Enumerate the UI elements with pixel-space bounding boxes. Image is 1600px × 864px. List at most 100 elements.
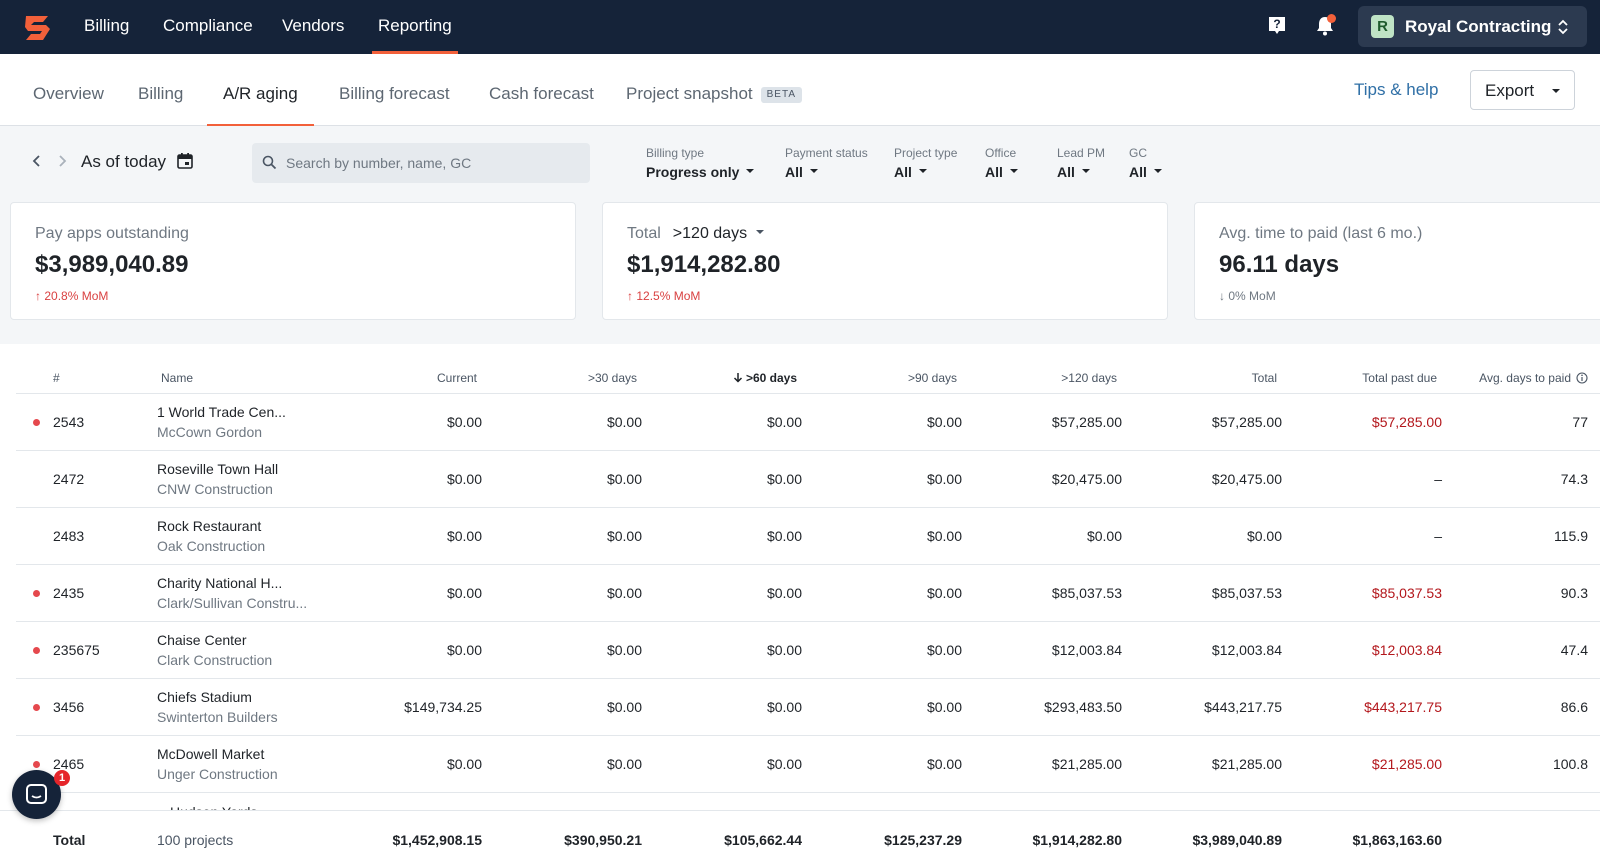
chat-launcher[interactable] [12,770,61,819]
cell-total: $21,285.00 [1211,756,1282,772]
table-row[interactable]: 2483 Rock Restaurant Oak Construction $0… [16,508,1600,565]
gc-name: McCown Gordon [157,424,263,440]
tab-project-snapshot[interactable]: Project snapshot BETA [626,54,803,126]
caret-down-icon [1153,169,1162,173]
filter-gc[interactable]: GC All [1129,146,1163,182]
cell-30-days: $0.00 [606,585,642,601]
nav-reporting[interactable]: Reporting [372,0,458,54]
header-120-days[interactable]: >120 days [1061,371,1117,385]
aging-bucket-select[interactable]: >120 days [672,225,748,242]
cell-total: $85,037.53 [1211,585,1282,601]
project-name[interactable]: Rock Restaurant [157,518,262,534]
overdue-indicator [33,419,40,426]
row-number: 3456 [53,699,85,715]
cell-60-days: $0.00 [766,585,802,601]
cell-30-days: $0.00 [606,756,642,772]
trend-text: 12.5% MoM [636,289,701,303]
calendar-icon[interactable] [176,152,194,170]
table-row[interactable]: 3456 Chiefs Stadium Swinterton Builders … [16,679,1600,736]
cell-90-days: $0.00 [926,528,962,544]
nav-compliance[interactable]: Compliance [163,16,253,35]
header-avg-days-to-paid[interactable]: Avg. days to paid [1479,371,1588,385]
cell-total-past-due: $12,003.84 [1371,642,1442,658]
notification-dot [1327,14,1336,23]
row-number: 2472 [53,471,85,487]
tab-cash-forecast[interactable]: Cash forecast [489,84,594,103]
footer-total-past-due: $1,863,163.60 [1352,832,1442,848]
filter-billing-type[interactable]: Billing type Progress only [646,146,755,182]
row-number: 235675 [53,642,100,658]
card-label-text: Total [627,225,661,242]
cell-90-days: $0.00 [926,699,962,715]
cell-current: $0.00 [446,528,482,544]
footer-60-days: $105,662.44 [724,832,802,848]
project-name[interactable]: 1 World Trade Cen... [157,404,286,420]
beta-badge: BETA [760,87,803,103]
header-30-days[interactable]: >30 days [587,371,637,385]
cell-current: $0.00 [446,642,482,658]
project-name[interactable]: Chiefs Stadium [157,689,252,705]
filter-lead-pm[interactable]: Lead PM All [1057,146,1105,182]
project-name[interactable]: Charity National H... [157,575,283,591]
header-name[interactable]: Name [161,371,194,385]
cell-current: $149,734.25 [404,699,482,715]
arrow-down-icon [733,373,742,383]
table-row[interactable]: 2435 Charity National H... Clark/Sulliva… [16,565,1600,622]
info-icon[interactable] [1576,372,1588,384]
arrow-down-icon: ↓ [1219,289,1225,303]
project-name[interactable]: Roseville Town Hall [157,461,279,477]
project-name[interactable]: Chaise Center [157,632,247,648]
cell-30-days: $0.00 [606,642,642,658]
caret-down-icon[interactable] [755,227,765,237]
company-switcher[interactable]: R Royal Contracting [1358,6,1587,47]
footer-90-days: $125,237.29 [884,832,962,848]
tab-billing[interactable]: Billing [138,84,184,103]
siteline-logo-icon[interactable] [22,12,54,44]
filter-project-type[interactable]: Project type All [894,146,957,182]
trend-text: 20.8% MoM [44,289,109,303]
caret-down-icon [918,169,927,173]
filter-office[interactable]: Office All [985,146,1019,182]
export-button[interactable]: Export [1470,70,1575,110]
cell-60-days: $0.00 [766,528,802,544]
gc-name: CNW Construction [157,481,273,497]
tab-ar-aging[interactable]: A/R aging [207,54,314,127]
table-row[interactable]: 2472 Roseville Town Hall CNW Constructio… [16,451,1600,508]
header-total-past-due[interactable]: Total past due [1362,371,1437,385]
project-name[interactable]: McDowell Market [157,746,265,762]
cell-90-days: $0.00 [926,471,962,487]
filter-payment-status[interactable]: Payment status All [785,146,868,182]
table-row[interactable]: 235675 Chaise Center Clark Construction … [16,622,1600,679]
header-total[interactable]: Total [1251,371,1277,385]
header-current[interactable]: Current [436,371,477,385]
help-icon[interactable]: ? [1266,15,1288,37]
header-90-days[interactable]: >90 days [907,371,957,385]
chevron-right-icon[interactable] [55,154,69,168]
tab-overview[interactable]: Overview [33,84,104,103]
cell-avg-days: 74.3 [1560,471,1588,487]
overdue-indicator [33,647,40,654]
cell-120-days: $57,285.00 [1051,414,1122,430]
header-number[interactable]: # [53,371,60,385]
table-row[interactable]: 2465 McDowell Market Unger Construction … [16,736,1600,793]
header-60-days[interactable]: >60 days [733,371,797,385]
footer-30-days: $390,950.21 [564,832,642,848]
chevron-left-icon[interactable] [30,154,44,168]
row-number: 2465 [53,756,85,772]
cell-total: $20,475.00 [1211,471,1282,487]
gc-name: Clark Construction [157,652,273,668]
tips-and-help-link[interactable]: Tips & help [1354,80,1439,99]
partial-row-name[interactable]: Hudson Yards [170,804,258,812]
footer-current: $1,452,908.15 [392,832,482,848]
cell-total: $57,285.00 [1211,414,1282,430]
cell-120-days: $293,483.50 [1044,699,1122,715]
overdue-indicator [33,761,40,768]
nav-vendors[interactable]: Vendors [282,16,345,35]
row-number: 2435 [53,585,85,601]
table-row[interactable]: 2543 1 World Trade Cen... McCown Gordon … [16,394,1600,451]
search-input[interactable] [286,153,576,173]
tab-billing-forecast[interactable]: Billing forecast [339,84,450,103]
nav-billing[interactable]: Billing [84,16,130,35]
cell-60-days: $0.00 [766,642,802,658]
as-of-date[interactable]: As of today [81,152,167,171]
